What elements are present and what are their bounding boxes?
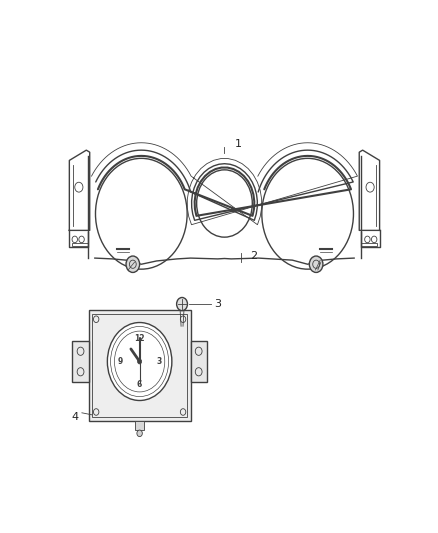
Text: 4: 4	[71, 412, 79, 422]
Bar	[135, 421, 145, 430]
Text: 3: 3	[156, 357, 162, 366]
Circle shape	[126, 256, 140, 272]
Text: 3: 3	[215, 299, 222, 309]
Text: 12: 12	[134, 334, 145, 343]
Bar	[88, 310, 191, 421]
Text: 1: 1	[235, 139, 241, 149]
Bar	[191, 341, 207, 382]
Circle shape	[138, 359, 141, 364]
Bar	[72, 243, 88, 246]
Bar	[92, 314, 187, 417]
Circle shape	[137, 430, 142, 437]
Circle shape	[197, 170, 252, 237]
Bar	[360, 243, 377, 246]
Polygon shape	[180, 311, 184, 326]
Circle shape	[177, 297, 187, 311]
Text: 2: 2	[250, 251, 257, 261]
Circle shape	[262, 158, 353, 269]
Text: 9: 9	[118, 357, 123, 366]
Circle shape	[309, 256, 323, 272]
Circle shape	[107, 322, 172, 400]
Text: 6: 6	[137, 381, 142, 390]
Bar	[72, 341, 88, 382]
Circle shape	[95, 158, 187, 269]
